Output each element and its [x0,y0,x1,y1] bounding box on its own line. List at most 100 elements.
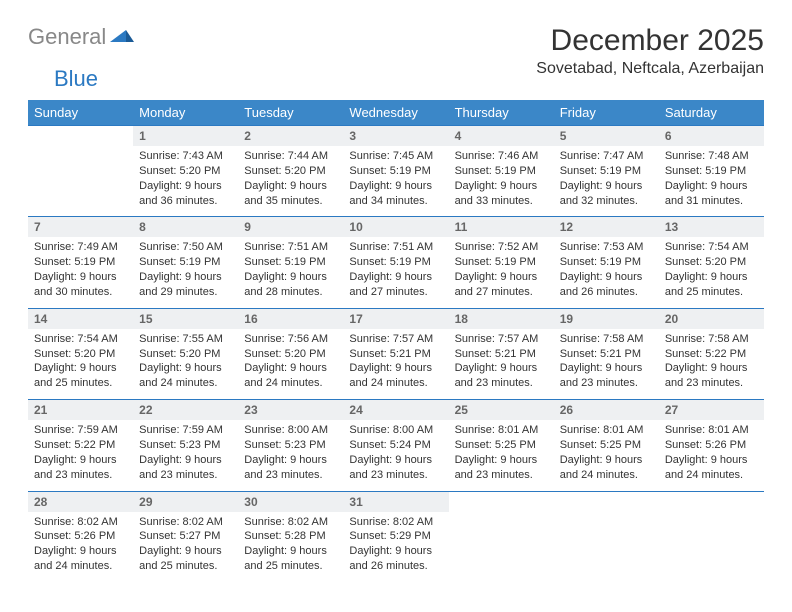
sunset-text: Sunset: 5:19 PM [139,255,232,270]
daylight-text: Daylight: 9 hours and 27 minutes. [455,270,548,300]
daylight-text: Daylight: 9 hours and 23 minutes. [349,453,442,483]
day-number-cell: 1 [133,126,238,147]
brand-word2: Blue [54,66,98,92]
daylight-text: Daylight: 9 hours and 24 minutes. [34,544,127,574]
day-number-cell: 5 [554,126,659,147]
daylight-text: Daylight: 9 hours and 25 minutes. [244,544,337,574]
sunset-text: Sunset: 5:22 PM [665,347,758,362]
day-info-cell: Sunrise: 8:02 AMSunset: 5:29 PMDaylight:… [343,512,448,582]
daylight-text: Daylight: 9 hours and 24 minutes. [349,361,442,391]
sunset-text: Sunset: 5:19 PM [349,255,442,270]
sunrise-text: Sunrise: 7:59 AM [139,423,232,438]
daylight-text: Daylight: 9 hours and 29 minutes. [139,270,232,300]
day-number-cell: 28 [28,491,133,512]
sunset-text: Sunset: 5:24 PM [349,438,442,453]
day-number-cell: 26 [554,400,659,421]
day-number-cell: 29 [133,491,238,512]
day-number-cell: 16 [238,308,343,329]
weekday-header: Tuesday [238,100,343,126]
day-info-row: Sunrise: 7:59 AMSunset: 5:22 PMDaylight:… [28,420,764,491]
daylight-text: Daylight: 9 hours and 24 minutes. [560,453,653,483]
day-info-cell [554,512,659,582]
sunset-text: Sunset: 5:19 PM [455,164,548,179]
daylight-text: Daylight: 9 hours and 23 minutes. [455,361,548,391]
sunset-text: Sunset: 5:23 PM [244,438,337,453]
day-info-cell: Sunrise: 7:43 AMSunset: 5:20 PMDaylight:… [133,146,238,217]
sunset-text: Sunset: 5:19 PM [34,255,127,270]
sunset-text: Sunset: 5:19 PM [665,164,758,179]
daylight-text: Daylight: 9 hours and 35 minutes. [244,179,337,209]
sunrise-text: Sunrise: 7:49 AM [34,240,127,255]
sunrise-text: Sunrise: 8:00 AM [349,423,442,438]
day-number-cell: 22 [133,400,238,421]
sunset-text: Sunset: 5:19 PM [560,255,653,270]
day-info-cell: Sunrise: 7:52 AMSunset: 5:19 PMDaylight:… [449,237,554,308]
day-info-cell: Sunrise: 7:46 AMSunset: 5:19 PMDaylight:… [449,146,554,217]
day-info-row: Sunrise: 7:54 AMSunset: 5:20 PMDaylight:… [28,329,764,400]
calendar-table: Sunday Monday Tuesday Wednesday Thursday… [28,100,764,582]
daylight-text: Daylight: 9 hours and 23 minutes. [455,453,548,483]
daylight-text: Daylight: 9 hours and 23 minutes. [139,453,232,483]
day-number-cell [659,491,764,512]
day-info-cell: Sunrise: 8:02 AMSunset: 5:28 PMDaylight:… [238,512,343,582]
sunrise-text: Sunrise: 7:44 AM [244,149,337,164]
day-info-cell: Sunrise: 8:00 AMSunset: 5:24 PMDaylight:… [343,420,448,491]
day-info-cell: Sunrise: 7:51 AMSunset: 5:19 PMDaylight:… [238,237,343,308]
day-number-cell [449,491,554,512]
day-info-row: Sunrise: 7:49 AMSunset: 5:19 PMDaylight:… [28,237,764,308]
day-info-row: Sunrise: 7:43 AMSunset: 5:20 PMDaylight:… [28,146,764,217]
day-info-cell: Sunrise: 8:02 AMSunset: 5:27 PMDaylight:… [133,512,238,582]
day-info-cell: Sunrise: 7:48 AMSunset: 5:19 PMDaylight:… [659,146,764,217]
sunrise-text: Sunrise: 7:57 AM [455,332,548,347]
day-number-cell: 7 [28,217,133,238]
day-info-cell: Sunrise: 8:01 AMSunset: 5:25 PMDaylight:… [554,420,659,491]
weekday-header: Thursday [449,100,554,126]
month-title: December 2025 [536,24,764,58]
day-number-cell: 9 [238,217,343,238]
day-info-cell: Sunrise: 8:02 AMSunset: 5:26 PMDaylight:… [28,512,133,582]
daylight-text: Daylight: 9 hours and 23 minutes. [244,453,337,483]
sunrise-text: Sunrise: 8:01 AM [665,423,758,438]
day-number-cell: 27 [659,400,764,421]
sunrise-text: Sunrise: 7:56 AM [244,332,337,347]
day-info-cell: Sunrise: 7:51 AMSunset: 5:19 PMDaylight:… [343,237,448,308]
sunset-text: Sunset: 5:21 PM [349,347,442,362]
brand-logo: General [28,24,138,50]
sunrise-text: Sunrise: 7:54 AM [665,240,758,255]
day-number-cell [554,491,659,512]
day-info-cell: Sunrise: 7:58 AMSunset: 5:22 PMDaylight:… [659,329,764,400]
day-info-cell: Sunrise: 7:50 AMSunset: 5:19 PMDaylight:… [133,237,238,308]
day-info-cell: Sunrise: 7:55 AMSunset: 5:20 PMDaylight:… [133,329,238,400]
sunrise-text: Sunrise: 7:57 AM [349,332,442,347]
sunrise-text: Sunrise: 8:00 AM [244,423,337,438]
sunset-text: Sunset: 5:20 PM [665,255,758,270]
daylight-text: Daylight: 9 hours and 26 minutes. [349,544,442,574]
sunrise-text: Sunrise: 8:02 AM [139,515,232,530]
day-info-cell [28,146,133,217]
sunset-text: Sunset: 5:20 PM [139,347,232,362]
sunset-text: Sunset: 5:20 PM [139,164,232,179]
day-info-cell [659,512,764,582]
day-info-cell: Sunrise: 7:47 AMSunset: 5:19 PMDaylight:… [554,146,659,217]
day-number-cell: 15 [133,308,238,329]
day-info-cell: Sunrise: 7:57 AMSunset: 5:21 PMDaylight:… [449,329,554,400]
sunrise-text: Sunrise: 8:02 AM [349,515,442,530]
sunset-text: Sunset: 5:20 PM [244,164,337,179]
day-info-cell: Sunrise: 8:01 AMSunset: 5:26 PMDaylight:… [659,420,764,491]
daylight-text: Daylight: 9 hours and 31 minutes. [665,179,758,209]
day-info-cell: Sunrise: 7:57 AMSunset: 5:21 PMDaylight:… [343,329,448,400]
daylight-text: Daylight: 9 hours and 24 minutes. [139,361,232,391]
weekday-header: Wednesday [343,100,448,126]
sunrise-text: Sunrise: 7:58 AM [560,332,653,347]
day-info-cell: Sunrise: 7:54 AMSunset: 5:20 PMDaylight:… [28,329,133,400]
sunset-text: Sunset: 5:27 PM [139,529,232,544]
daylight-text: Daylight: 9 hours and 24 minutes. [244,361,337,391]
daylight-text: Daylight: 9 hours and 30 minutes. [34,270,127,300]
sunrise-text: Sunrise: 7:59 AM [34,423,127,438]
sunset-text: Sunset: 5:21 PM [455,347,548,362]
day-info-cell: Sunrise: 7:45 AMSunset: 5:19 PMDaylight:… [343,146,448,217]
sunset-text: Sunset: 5:20 PM [34,347,127,362]
sunrise-text: Sunrise: 7:51 AM [349,240,442,255]
day-number-cell: 25 [449,400,554,421]
daylight-text: Daylight: 9 hours and 28 minutes. [244,270,337,300]
